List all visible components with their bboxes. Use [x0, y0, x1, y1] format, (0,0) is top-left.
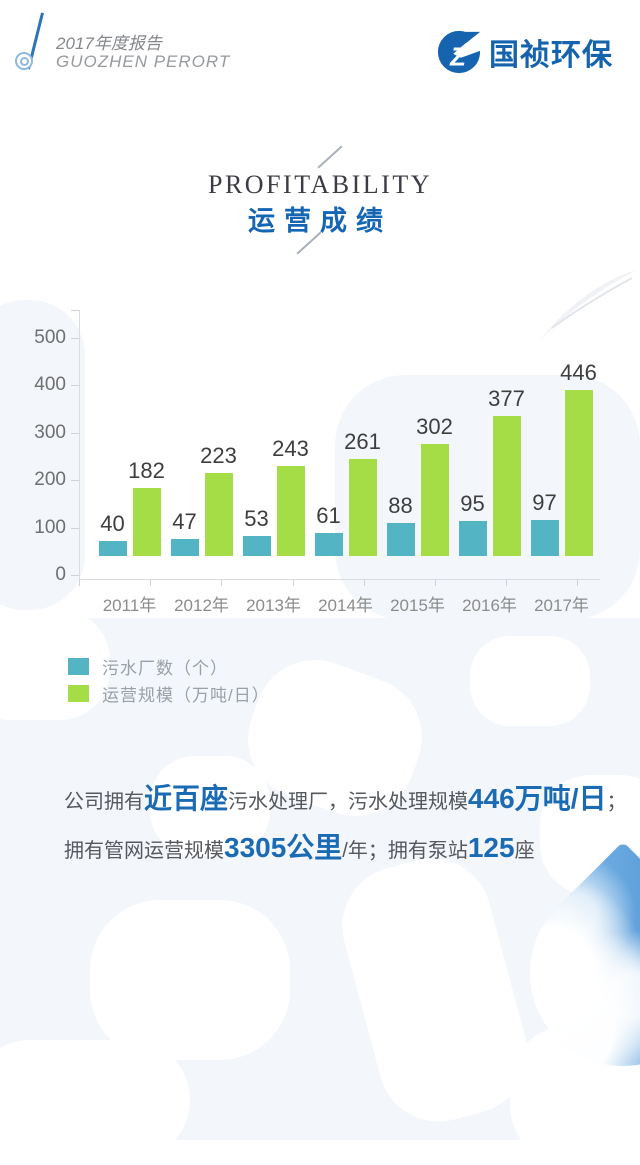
legend-item: 污水厂数（个） [68, 657, 270, 678]
watermark-blob [0, 610, 110, 720]
summary-segment: 座 [514, 840, 535, 862]
summary-segment: 446万吨/日 [468, 783, 607, 814]
legend-label: 污水厂数（个） [102, 658, 228, 678]
x-axis-label: 2017年 [534, 596, 589, 615]
bar-label-operating-scale-2013年: 243 [272, 436, 309, 461]
y-tick [71, 480, 79, 482]
chart-legend: 污水厂数（个） 运营规模（万吨/日） [68, 657, 270, 705]
y-tick [71, 527, 79, 529]
summary-segment: 拥有管网运营规模 [64, 840, 224, 862]
bar-sewage-plants-2016年 [458, 521, 487, 556]
x-tick [150, 579, 152, 586]
report-title-cn: 2017年度报告 [56, 34, 162, 53]
bar-label-operating-scale-2014年: 261 [344, 429, 381, 454]
x-axis-label: 2012年 [174, 596, 229, 615]
bar-label-operating-scale-2016年: 377 [488, 386, 525, 411]
bar-operating-scale-2017年 [564, 390, 593, 556]
x-tick [435, 579, 436, 586]
bar-sewage-plants-2017年 [530, 520, 559, 556]
y-tick-label: 400 [34, 374, 66, 396]
summary-segment: 近百座 [144, 783, 229, 814]
legend-swatch-sewage-plants [68, 657, 89, 675]
y-tick [71, 575, 79, 576]
bar-label-operating-scale-2015年: 302 [416, 414, 453, 439]
y-tick-label: 100 [34, 516, 66, 538]
bar-sewage-plants-2011年 [98, 541, 127, 556]
x-axis-label: 2014年 [318, 596, 373, 615]
brand-logo: Z 国祯环保 [436, 29, 613, 75]
bar-operating-scale-2014年 [348, 459, 377, 556]
x-tick [506, 579, 508, 586]
watermark-blob [470, 636, 590, 726]
bar-label-operating-scale-2011年: 182 [128, 458, 165, 483]
report-title-en: GUOZHEN PERORT [56, 52, 231, 71]
bar-sewage-plants-2014年 [314, 533, 343, 556]
legend-item: 运营规模（万吨/日） [68, 684, 270, 705]
summary-segment: /年；拥有泵站 [342, 840, 468, 862]
x-tick [79, 579, 80, 586]
x-axis-label: 2015年 [390, 596, 445, 615]
summary-segment: 公司拥有 [64, 791, 144, 813]
bar-label-sewage-plants-2013年: 53 [244, 506, 269, 531]
x-axis [79, 579, 600, 580]
bar-label-sewage-plants-2016年: 95 [460, 491, 485, 516]
summary-text: 公司拥有近百座污水处理厂，污水处理规模446万吨/日； 拥有管网运营规模3305公… [64, 783, 627, 881]
x-tick [577, 579, 579, 586]
x-tick [292, 579, 294, 586]
y-tick-label: 0 [55, 564, 66, 585]
y-tick [71, 338, 79, 339]
y-tick [71, 385, 79, 387]
summary-segment: 3305公里 [224, 832, 343, 863]
summary-segment: 125 [467, 832, 515, 863]
y-axis-end-tick [71, 310, 79, 311]
bar-operating-scale-2012年 [204, 473, 233, 556]
bar-operating-scale-2011年 [132, 488, 161, 556]
svg-text:Z: Z [449, 43, 467, 71]
summary-line: 公司拥有近百座污水处理厂，污水处理规模446万吨/日； [64, 783, 627, 818]
y-tick-label: 500 [34, 327, 66, 348]
x-tick [363, 579, 365, 586]
bar-label-sewage-plants-2014年: 61 [316, 503, 341, 528]
bar-chart: 0 100 200 300 400 500 2011年 40 182 2012年 47 223 2013… [0, 288, 640, 623]
slash-decoration-top [317, 145, 343, 169]
y-tick-label: 200 [34, 469, 66, 491]
bar-label-operating-scale-2017年: 446 [560, 360, 597, 385]
section-title-en: PROFITABILITY [208, 170, 432, 199]
bar-operating-scale-2013年 [276, 466, 305, 556]
bar-label-sewage-plants-2015年: 88 [388, 493, 413, 518]
legend-label: 运营规模（万吨/日） [102, 685, 270, 705]
x-axis-label: 2011年 [102, 596, 157, 615]
watermark-blob [150, 756, 270, 856]
y-tick-label: 300 [34, 421, 66, 443]
bar-sewage-plants-2012年 [170, 539, 199, 556]
bar-label-sewage-plants-2011年: 40 [100, 511, 125, 536]
watermark-blob [90, 900, 290, 1060]
section-title-cn: 运营成绩 [248, 206, 392, 236]
brand-name: 国祯环保 [489, 39, 613, 72]
x-tick [221, 579, 223, 586]
watermark-blob [0, 1040, 190, 1160]
ring-icon [15, 52, 33, 70]
watermark-wash [0, 300, 85, 610]
x-axis-label: 2016年 [462, 596, 517, 615]
brand-logo-icon: Z [437, 29, 482, 74]
bar-sewage-plants-2015年 [386, 523, 415, 556]
bar-operating-scale-2015年 [420, 444, 449, 556]
legend-swatch-operating-scale [68, 684, 89, 702]
bar-sewage-plants-2013年 [242, 536, 271, 556]
page: { "header": { "report_title_cn": "2017年度… [0, 12, 640, 1140]
bar-label-sewage-plants-2017年: 97 [532, 490, 557, 515]
feather-decoration [540, 270, 636, 340]
bar-operating-scale-2016年 [492, 416, 521, 556]
x-axis-label: 2013年 [246, 596, 301, 615]
summary-segment: ； [606, 791, 627, 813]
y-axis [79, 310, 80, 579]
summary-segment: 污水处理厂，污水处理规模 [228, 791, 469, 813]
summary-line: 拥有管网运营规模3305公里/年；拥有泵站125座 [64, 832, 624, 867]
bar-label-sewage-plants-2012年: 47 [172, 509, 197, 534]
y-tick [71, 432, 79, 434]
bar-label-operating-scale-2012年: 223 [200, 443, 237, 468]
